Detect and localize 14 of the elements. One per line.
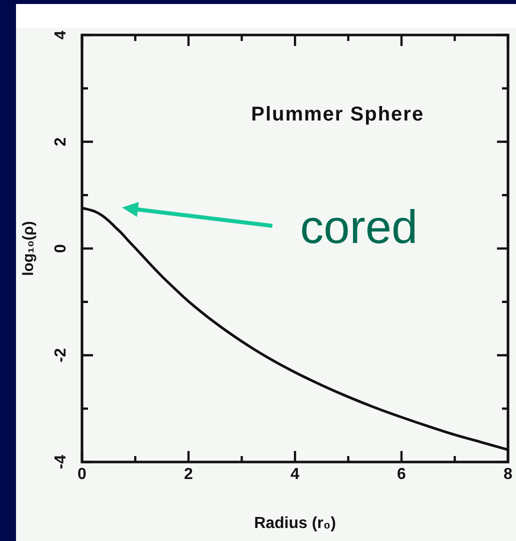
x-tick-label: 8 <box>504 466 513 484</box>
y-tick-label: 4 <box>52 30 70 40</box>
x-tick-label: 4 <box>290 466 300 484</box>
x-axis-title: Radius (r₀) <box>254 514 336 532</box>
y-tick-label: -4 <box>52 454 70 470</box>
text: Plummer Sphere <box>251 103 424 126</box>
x-tick-label: 0 <box>78 466 87 484</box>
x-tick-label: 6 <box>397 466 406 484</box>
y-tick-label: -2 <box>52 348 70 362</box>
y-tick-label: 2 <box>52 137 70 146</box>
y-axis-title: log₁₀(ρ) <box>20 221 38 276</box>
annotation: cored <box>300 200 418 253</box>
y-tick-label: 0 <box>52 244 70 253</box>
x-tick-label: 2 <box>184 466 194 484</box>
